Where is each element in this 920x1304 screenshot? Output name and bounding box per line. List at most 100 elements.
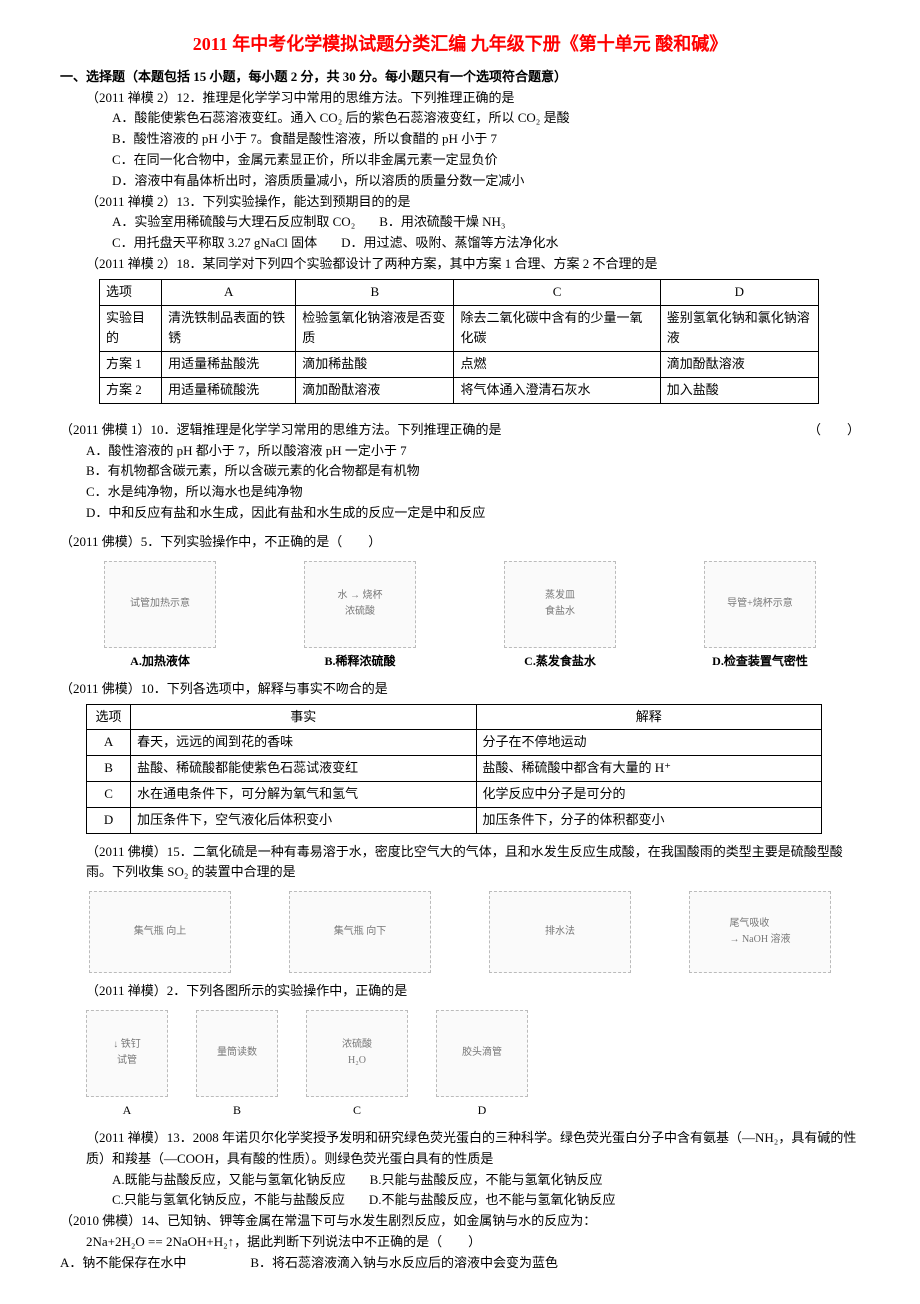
t1-r3-4: 加入盐酸 xyxy=(660,377,818,403)
q7-figure-row: 集气瓶 向上 集气瓶 向下 排水法 尾气吸收→ NaOH 溶液 xyxy=(60,891,860,973)
q8-fig-b: 量筒读数 xyxy=(196,1010,278,1097)
t1-r2-2: 滴加稀盐酸 xyxy=(296,352,454,378)
t1-r2-3: 点燃 xyxy=(454,352,660,378)
q10-opt-a: A．钠不能保存在水中 xyxy=(60,1253,186,1274)
q2-opt-d: D．用过滤、吸附、蒸馏等方法净化水 xyxy=(341,233,558,254)
q2-opt-b: B．用浓硫酸干燥 NH₃ xyxy=(379,212,505,233)
t2-c0: C xyxy=(87,781,131,807)
q5-label-d: D.检查装置气密性 xyxy=(704,652,816,671)
q8-label-d: D xyxy=(436,1101,528,1120)
t1-r2-4: 滴加酚酞溶液 xyxy=(660,352,818,378)
q8-fig-c: 浓硫酸 H₂O xyxy=(306,1010,408,1097)
q8-label-c: C xyxy=(306,1101,408,1120)
q1-opt-b: B．酸性溶液的 pH 小于 7。食醋是酸性溶液，所以食醋的 pH 小于 7 xyxy=(60,129,860,150)
q9-opt-c: C.只能与氢氧化钠反应，不能与盐酸反应 xyxy=(112,1190,345,1211)
t1-h4: D xyxy=(660,279,818,305)
t1-r1-4: 鉴别氢氧化钠和氯化钠溶液 xyxy=(660,305,818,352)
t1-r3-0: 方案 2 xyxy=(100,377,162,403)
q2-opt-a: A．实验室用稀硫酸与大理石反应制取 CO₂ xyxy=(112,212,355,233)
q1-opt-d: D．溶液中有晶体析出时，溶质质量减小，所以溶质的质量分数一定减小 xyxy=(60,171,860,192)
doc-title: 2011 年中考化学模拟试题分类汇编 九年级下册《第十单元 酸和碱》 xyxy=(60,30,860,59)
q5-fig-c-label: 食盐水 xyxy=(545,606,575,617)
t1-h3: C xyxy=(454,279,660,305)
t2-a0: A xyxy=(87,730,131,756)
t1-h2: B xyxy=(296,279,454,305)
t1-h1: A xyxy=(162,279,296,305)
t2-c1: 水在通电条件下，可分解为氧气和氢气 xyxy=(131,781,476,807)
t1-r1-2: 检验氢氧化钠溶液是否变质 xyxy=(296,305,454,352)
q2-stem: （2011 禅模 2）13．下列实验操作，能达到预期目的的是 xyxy=(60,192,860,213)
q4-opt-d: D．中和反应有盐和水生成，因此有盐和水生成的反应一定是中和反应 xyxy=(60,503,860,524)
t2-h2: 解释 xyxy=(476,704,821,730)
t2-b2: 盐酸、稀硫酸中都含有大量的 H⁺ xyxy=(476,756,821,782)
q8-fig-c-acid: 浓硫酸 xyxy=(342,1039,372,1050)
t2-a1: 春天，远远的闻到花的香味 xyxy=(131,730,476,756)
q5-fig-b: 水 → 烧杯浓硫酸 xyxy=(304,561,416,648)
q9-stem: （2011 禅模）13．2008 年诺贝尔化学奖授予发明和研究绿色荧光蛋白的三种… xyxy=(60,1128,860,1170)
q4-opt-a: A．酸性溶液的 pH 都小于 7，所以酸溶液 pH 一定小于 7 xyxy=(60,441,860,462)
q10-stem: （2010 佛模）14、已知钠、钾等金属在常温下可与水发生剧烈反应，如金属钠与水… xyxy=(60,1211,860,1232)
q5-fig-b-water: 水 xyxy=(338,590,348,601)
t2-b0: B xyxy=(87,756,131,782)
t2-d2: 加压条件下，分子的体积都变小 xyxy=(476,807,821,833)
q7-naoh-label: NaOH 溶液 xyxy=(742,934,791,945)
q4-stem: （2011 佛模 1）10．逻辑推理是化学学习常用的思维方法。下列推理正确的是 xyxy=(60,422,502,437)
q1-stem: （2011 禅模 2）12．推理是化学学习中常用的思维方法。下列推理正确的是 xyxy=(60,88,860,109)
q5-label-a: A.加热液体 xyxy=(104,652,216,671)
q7-fig-a: 集气瓶 向上 xyxy=(89,891,231,973)
q8-stem: （2011 禅模）2．下列各图所示的实验操作中，正确的是 xyxy=(60,981,860,1002)
q8-label-b: B xyxy=(196,1101,278,1120)
q10-opt-b: B．将石蕊溶液滴入钠与水反应后的溶液中会变为蓝色 xyxy=(250,1253,558,1274)
t1-r1-1: 清洗铁制品表面的铁锈 xyxy=(162,305,296,352)
q5-fig-b-acid: 浓硫酸 xyxy=(345,606,375,617)
q9-opt-a: A.既能与盐酸反应，又能与氢氧化钠反应 xyxy=(112,1170,346,1191)
q5-label-c: C.蒸发食盐水 xyxy=(504,652,616,671)
q5-fig-c: 蒸发皿食盐水 xyxy=(504,561,616,648)
t1-r3-2: 滴加酚酞溶液 xyxy=(296,377,454,403)
q1-opt-a: A．酸能使紫色石蕊溶液变红。通入 CO₂ 后的紫色石蕊溶液变红，所以 CO₂ 是… xyxy=(60,108,860,129)
q3-stem: （2011 禅模 2）18．某同学对下列四个实验都设计了两种方案，其中方案 1 … xyxy=(60,254,860,275)
q8-fig-a: ↓ 铁钉试管 xyxy=(86,1010,168,1097)
t1-r3-3: 将气体通入澄清石灰水 xyxy=(454,377,660,403)
t2-a2: 分子在不停地运动 xyxy=(476,730,821,756)
q8-label-a: A xyxy=(86,1101,168,1120)
q4-opt-c: C．水是纯净物，所以海水也是纯净物 xyxy=(60,482,860,503)
q8-fig-c-water: H₂O xyxy=(348,1055,366,1066)
t1-r2-1: 用适量稀盐酸洗 xyxy=(162,352,296,378)
q5-stem: （2011 佛模）5．下列实验操作中，不正确的是（ ） xyxy=(60,532,860,553)
q7-fig-c: 排水法 xyxy=(489,891,631,973)
t2-c2: 化学反应中分子是可分的 xyxy=(476,781,821,807)
q9-opt-b: B.只能与盐酸反应，不能与氢氧化钠反应 xyxy=(370,1170,603,1191)
q8-fig-a-label: 铁钉 xyxy=(121,1039,141,1050)
t1-r2-0: 方案 1 xyxy=(100,352,162,378)
q4-opt-b: B．有机物都含碳元素，所以含碳元素的化合物都是有机物 xyxy=(60,461,860,482)
q8-fig-d: 胶头滴管 xyxy=(436,1010,528,1097)
t2-h1: 事实 xyxy=(131,704,476,730)
q5-fig-d: 导管+烧杯示意 xyxy=(704,561,816,648)
t2-d0: D xyxy=(87,807,131,833)
q7-stem: （2011 佛模）15．二氧化硫是一种有毒易溶于水，密度比空气大的气体，且和水发… xyxy=(60,842,860,884)
t1-h0: 选项 xyxy=(100,279,162,305)
q2-opt-c: C．用托盘天平称取 3.27 gNaCl 固体 xyxy=(112,233,317,254)
section-1-heading: 一、选择题（本题包括 15 小题，每小题 2 分，共 30 分。每小题只有一个选… xyxy=(60,67,860,88)
t2-b1: 盐酸、稀硫酸都能使紫色石蕊试液变红 xyxy=(131,756,476,782)
q4-paren: （ ） xyxy=(808,420,860,441)
q3-table: 选项 A B C D 实验目的 清洗铁制品表面的铁锈 检验氢氧化钠溶液是否变质 … xyxy=(99,279,819,404)
q10-eq: 2Na+2H₂O == 2NaOH+H₂↑，据此判断下列说法中不正确的是（ ） xyxy=(60,1232,860,1253)
t2-d1: 加压条件下，空气液化后体积变小 xyxy=(131,807,476,833)
q6-table: 选项 事实 解释 A 春天，远远的闻到花的香味 分子在不停地运动 B 盐酸、稀硫… xyxy=(86,704,822,834)
q5-label-b: B.稀释浓硫酸 xyxy=(304,652,416,671)
q5-fig-a: 试管加热示意 xyxy=(104,561,216,648)
q4-stem-row: （ ） （2011 佛模 1）10．逻辑推理是化学学习常用的思维方法。下列推理正… xyxy=(60,420,860,441)
q7-fig-d: 尾气吸收→ NaOH 溶液 xyxy=(689,891,831,973)
t2-h0: 选项 xyxy=(87,704,131,730)
q8-figure-row: ↓ 铁钉试管 A 量筒读数 B 浓硫酸 H₂O C 胶头滴管 D xyxy=(60,1010,860,1120)
q6-stem: （2011 佛模）10．下列各选项中，解释与事实不吻合的是 xyxy=(60,679,860,700)
q5-figure-row: 试管加热示意 A.加热液体 水 → 烧杯浓硫酸 B.稀释浓硫酸 蒸发皿食盐水 C… xyxy=(60,561,860,671)
t1-r3-1: 用适量稀硫酸洗 xyxy=(162,377,296,403)
q1-opt-c: C．在同一化合物中，金属元素显正价，所以非金属元素一定显负价 xyxy=(60,150,860,171)
t1-r1-0: 实验目的 xyxy=(100,305,162,352)
q7-fig-b: 集气瓶 向下 xyxy=(289,891,431,973)
q9-opt-d: D.不能与盐酸反应，也不能与氢氧化钠反应 xyxy=(369,1190,616,1211)
t1-r1-3: 除去二氧化碳中含有的少量一氧化碳 xyxy=(454,305,660,352)
